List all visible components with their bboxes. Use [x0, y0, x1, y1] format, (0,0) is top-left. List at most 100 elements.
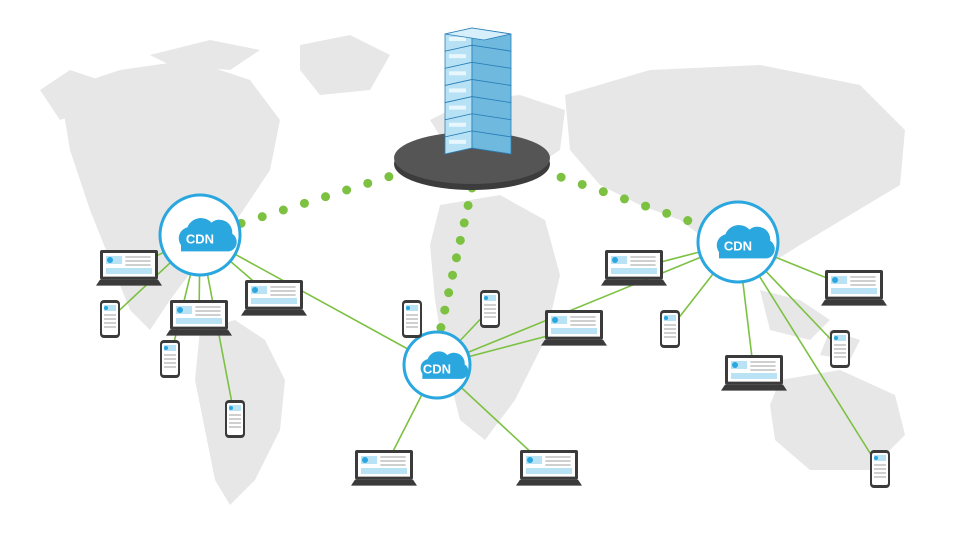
- page-line: [406, 314, 418, 316]
- page-banner: [611, 268, 657, 274]
- page-line: [834, 352, 846, 354]
- page-line: [229, 426, 241, 428]
- page-line: [270, 290, 295, 292]
- page-line: [380, 464, 405, 466]
- page-line: [545, 456, 570, 458]
- page-line: [125, 264, 150, 266]
- page-line: [630, 260, 655, 262]
- page-line: [664, 336, 676, 338]
- page-banner: [731, 373, 777, 379]
- diagram-svg: CDN CDN CDN: [0, 0, 960, 540]
- page-line: [125, 260, 150, 262]
- page-avatar: [164, 346, 168, 350]
- page-line: [834, 348, 846, 350]
- device-phone: [225, 400, 245, 438]
- page-line: [164, 354, 176, 356]
- page-line: [104, 318, 116, 320]
- origin-dot: [258, 212, 267, 221]
- continent-north-america: [40, 40, 280, 330]
- page-avatar: [107, 257, 113, 263]
- device-phone: [870, 450, 890, 488]
- origin-dot: [342, 186, 351, 195]
- page-line: [484, 316, 496, 318]
- page-line: [750, 369, 775, 371]
- origin-dot: [662, 209, 671, 218]
- page-line: [834, 344, 846, 346]
- page-avatar: [177, 307, 183, 313]
- origin-dot: [452, 253, 461, 262]
- cdn-network-diagram: CDN CDN CDN: [0, 0, 960, 540]
- page-line: [164, 362, 176, 364]
- origin-dot: [300, 199, 309, 208]
- page-line: [195, 310, 220, 312]
- page-line: [380, 456, 405, 458]
- page-line: [270, 294, 295, 296]
- origin-dot: [363, 179, 372, 188]
- page-banner: [251, 298, 297, 304]
- page-line: [270, 286, 295, 288]
- server-unit-light: [449, 123, 466, 127]
- device-phone: [660, 310, 680, 348]
- page-line: [406, 318, 418, 320]
- page-avatar: [664, 316, 668, 320]
- origin-dot: [460, 218, 469, 227]
- server-unit-light: [449, 140, 466, 144]
- page-line: [664, 324, 676, 326]
- laptop-base: [721, 385, 787, 391]
- page-banner: [176, 318, 222, 324]
- origin-dot: [448, 271, 457, 280]
- page-line: [834, 356, 846, 358]
- page-line: [104, 314, 116, 316]
- laptop-base: [351, 480, 417, 486]
- page-avatar: [612, 257, 618, 263]
- device-phone: [402, 300, 422, 338]
- device-laptop: [516, 450, 582, 486]
- origin-dot: [557, 173, 566, 182]
- cdn-as: CDN: [698, 202, 778, 282]
- page-line: [125, 256, 150, 258]
- server-unit-light: [449, 88, 466, 92]
- origin-dot: [279, 206, 288, 215]
- cdn-label: CDN: [423, 361, 451, 376]
- origin-dot: [444, 288, 453, 297]
- server-unit-light: [449, 37, 466, 41]
- laptop-base: [821, 300, 887, 306]
- page-line: [630, 264, 655, 266]
- cdn-na: CDN: [160, 195, 240, 275]
- continent-greenland: [300, 35, 390, 95]
- page-line: [104, 322, 116, 324]
- device-phone: [160, 340, 180, 378]
- page-avatar: [834, 336, 838, 340]
- page-line: [229, 414, 241, 416]
- device-phone: [830, 330, 850, 368]
- page-line: [750, 365, 775, 367]
- page-banner: [361, 468, 407, 474]
- device-laptop: [821, 270, 887, 306]
- server-unit-light: [449, 71, 466, 75]
- page-line: [874, 464, 886, 466]
- cdn-af: CDN: [404, 332, 470, 398]
- device-laptop: [601, 250, 667, 286]
- device-laptop: [96, 250, 162, 286]
- laptop-base: [601, 280, 667, 286]
- page-banner: [106, 268, 152, 274]
- laptop-base: [241, 310, 307, 316]
- origin-dot: [384, 172, 393, 181]
- page-line: [406, 322, 418, 324]
- server-unit-light: [449, 54, 466, 58]
- origin-dot: [683, 216, 692, 225]
- page-line: [850, 280, 875, 282]
- device-laptop: [351, 450, 417, 486]
- page-banner: [526, 468, 572, 474]
- laptop-base: [516, 480, 582, 486]
- page-line: [874, 472, 886, 474]
- page-line: [545, 460, 570, 462]
- device-phone: [100, 300, 120, 338]
- device-phone: [480, 290, 500, 328]
- page-banner: [551, 328, 597, 334]
- page-line: [874, 468, 886, 470]
- page-avatar: [874, 456, 878, 460]
- page-line: [164, 358, 176, 360]
- server-unit-light: [449, 106, 466, 110]
- page-line: [664, 332, 676, 334]
